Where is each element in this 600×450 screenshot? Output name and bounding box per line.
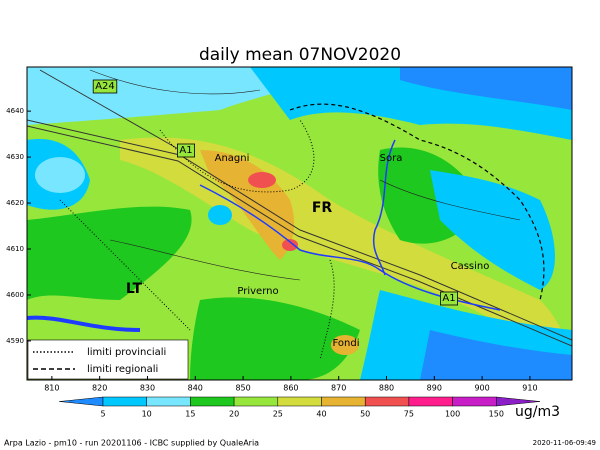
colorbar-label: 100: [445, 410, 460, 419]
x-tick-label: 820: [92, 384, 107, 393]
x-tick-label: 880: [379, 384, 394, 393]
colorbar-segment: [408, 396, 453, 407]
y-tick-label: 4600: [6, 291, 24, 299]
x-tick-label: 850: [235, 384, 250, 393]
footer-right: 2020-11-06-09:49: [533, 439, 596, 447]
legend-item: limiti regionali: [87, 364, 158, 375]
place-label: Anagni: [215, 153, 250, 164]
road-box: [176, 143, 196, 158]
y-tick-label: 4640: [6, 107, 24, 115]
road-label: A1: [442, 293, 455, 304]
colorbar-unit: ug/m3: [515, 404, 560, 420]
y-tick-label: 4590: [6, 337, 24, 345]
x-tick-label: 810: [44, 384, 59, 393]
x-tick-label: 830: [140, 384, 155, 393]
colorbar-segment: [321, 396, 366, 407]
y-tick-label: 4610: [6, 245, 24, 253]
x-tick-label: 890: [427, 384, 442, 393]
colorbar-segment: [277, 396, 322, 407]
map-frame: [26, 66, 573, 381]
colorbar-label: 20: [229, 410, 239, 419]
colorbar-label: 5: [100, 410, 105, 419]
place-label: Priverno: [237, 286, 278, 297]
x-tick-label: 870: [331, 384, 346, 393]
colorbar-segment: [102, 396, 147, 407]
legend-item: limiti provinciali: [87, 347, 166, 358]
road-box: [92, 79, 118, 94]
colorbar-label: 15: [185, 410, 195, 419]
x-tick-label: 860: [283, 384, 298, 393]
colorbar-label: 150: [489, 410, 504, 419]
colorbar-label: 40: [316, 410, 326, 419]
x-tick-label: 840: [188, 384, 203, 393]
place-label: Cassino: [451, 261, 490, 272]
colorbar-segment: [190, 396, 235, 407]
x-tick-label: 910: [522, 384, 537, 393]
legend-box: limiti provinciali limiti regionali: [27, 339, 189, 380]
colorbar-segment: [496, 396, 541, 407]
colorbar-segment: [452, 396, 497, 407]
place-label: Sora: [380, 153, 403, 164]
road-box: [439, 291, 459, 306]
map-field: [27, 67, 572, 380]
place-label: Fondi: [333, 338, 360, 349]
place-label: FR: [312, 200, 333, 216]
colorbar-label: 50: [360, 410, 370, 419]
colorbar-segment: [59, 396, 104, 407]
title: daily mean 07NOV2020: [199, 45, 401, 65]
colorbar-segment: [146, 396, 191, 407]
y-tick-label: 4630: [6, 153, 24, 161]
colorbar-segment: [233, 396, 279, 407]
place-label: LT: [126, 281, 143, 297]
colorbar-label: 25: [273, 410, 283, 419]
x-tick-label: 900: [474, 384, 489, 393]
road-label: A1: [179, 145, 192, 156]
footer-left: Arpa Lazio - pm10 - run 20201106 - ICBC …: [4, 439, 259, 448]
road-label: A24: [95, 81, 115, 92]
colorbar-label: 10: [142, 410, 152, 419]
colorbar-segment: [364, 396, 410, 407]
y-tick-label: 4620: [6, 199, 24, 207]
colorbar-label: 75: [404, 410, 414, 419]
